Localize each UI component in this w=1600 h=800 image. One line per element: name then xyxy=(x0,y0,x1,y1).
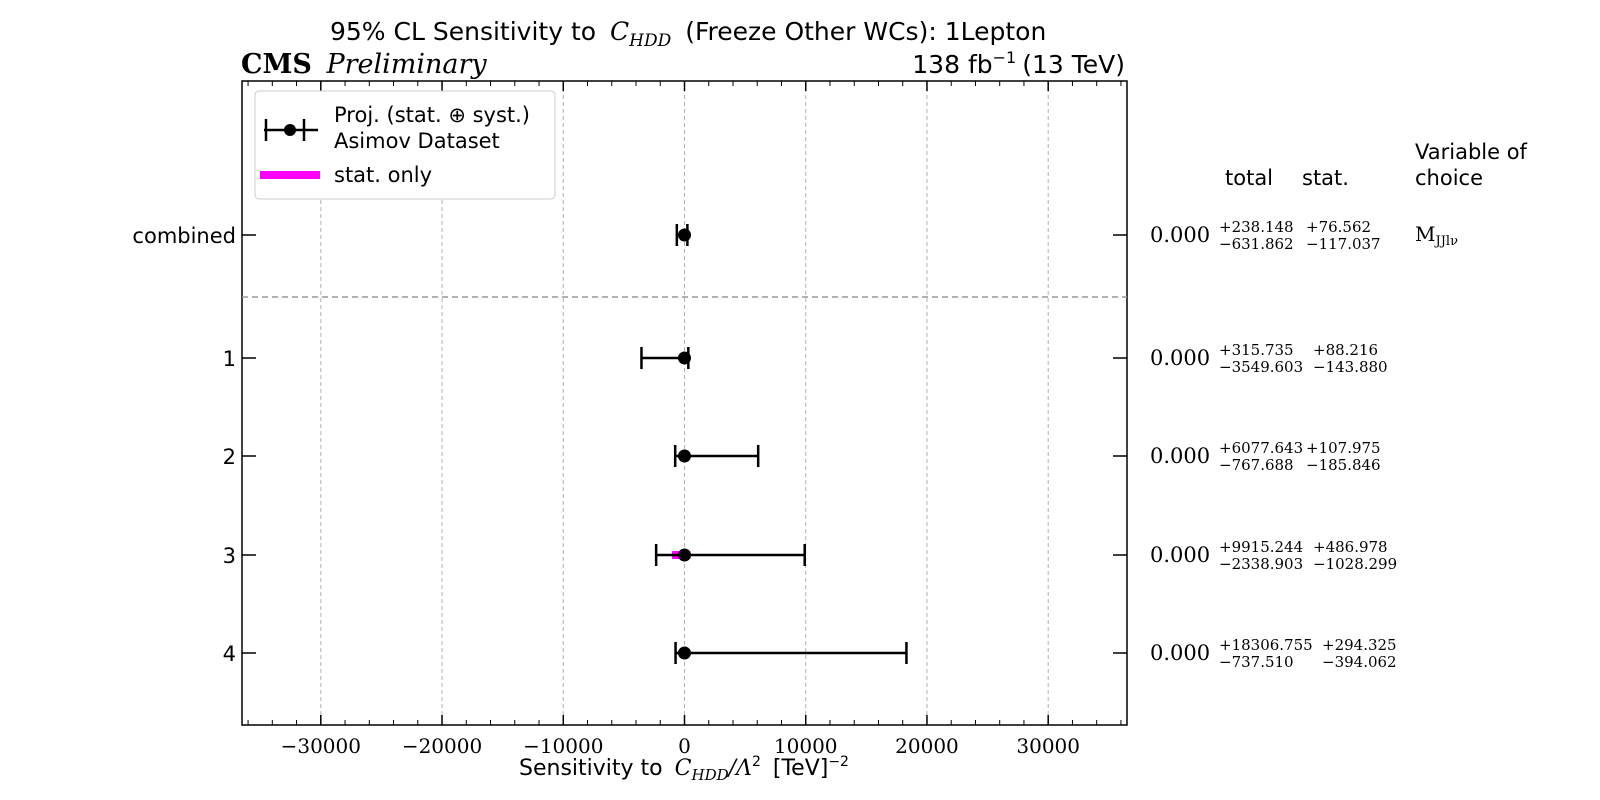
title-suffix: (Freeze Other WCs): 1Lepton xyxy=(685,17,1046,46)
total-down: −2338.903 xyxy=(1219,555,1303,573)
lumi-exponent: −1 xyxy=(993,48,1017,67)
stat-down: −394.062 xyxy=(1322,653,1397,671)
x-tick-label: −10000 xyxy=(523,734,603,758)
total-up: +315.735 xyxy=(1219,341,1294,359)
central-value: 0.000 xyxy=(1150,641,1210,665)
y-axis: combined 1 2 3 4 xyxy=(132,224,1127,666)
central-value: 0.000 xyxy=(1150,543,1210,567)
stat-up: +486.978 xyxy=(1313,538,1388,556)
x-tick-label: −20000 xyxy=(402,734,482,758)
y-tick-label: combined xyxy=(132,224,236,248)
stat-up: +88.216 xyxy=(1313,341,1378,359)
legend-entry-total: Proj. (stat. ⊕ syst.) xyxy=(334,103,530,127)
central-value: 0.000 xyxy=(1150,444,1210,468)
legend-total-marker xyxy=(284,124,296,136)
total-down: −767.688 xyxy=(1219,456,1294,474)
legend-entry-asimov: Asimov Dataset xyxy=(334,129,500,153)
table-header-total: total xyxy=(1225,166,1273,190)
stat-down: −1028.299 xyxy=(1313,555,1397,573)
central-value-marker xyxy=(678,351,691,365)
x-tick-label: 30000 xyxy=(1016,734,1080,758)
y-tick-label: 3 xyxy=(223,544,236,568)
experiment-name: CMS xyxy=(241,49,312,80)
x-tick-label: 10000 xyxy=(774,734,838,758)
stat-up: +107.975 xyxy=(1306,439,1381,457)
total-up: +6077.643 xyxy=(1219,439,1303,457)
x-tick-label: 20000 xyxy=(895,734,959,758)
stat-up: +76.562 xyxy=(1306,218,1371,236)
energy-label: (13 TeV) xyxy=(1022,50,1125,79)
y-tick-label: 4 xyxy=(223,642,236,666)
central-value-marker xyxy=(678,646,691,660)
results-table: 0.000 +238.148−631.862 +76.562−117.037 MJJl… xyxy=(1150,218,1458,671)
x-axis: −30000 −20000 −10000 0 10000 20000 30000 xyxy=(247,81,1122,758)
central-value-marker xyxy=(678,449,691,463)
y-tick-label: 1 xyxy=(223,347,236,371)
title-sub: HDD xyxy=(628,31,671,51)
title-prefix: 95% CL Sensitivity to xyxy=(330,17,596,46)
central-value-marker xyxy=(678,228,691,242)
stat-up: +294.325 xyxy=(1322,636,1397,654)
stat-down: −117.037 xyxy=(1306,235,1381,253)
total-down: −3549.603 xyxy=(1219,358,1303,376)
central-value: 0.000 xyxy=(1150,223,1210,247)
central-value: 0.000 xyxy=(1150,346,1210,370)
total-up: +238.148 xyxy=(1219,218,1294,236)
lumi-label: 138 fb−1 (13 TeV) xyxy=(912,48,1125,79)
status-label: Preliminary xyxy=(325,49,487,80)
lumi-value: 138 fb xyxy=(912,50,992,79)
legend-entry-stat: stat. only xyxy=(334,163,432,187)
table-header-stat: stat. xyxy=(1302,166,1349,190)
y-tick-label: 2 xyxy=(223,445,236,469)
legend: Proj. (stat. ⊕ syst.) Asimov Dataset sta… xyxy=(254,90,556,200)
total-down: −631.862 xyxy=(1219,235,1294,253)
error-bars xyxy=(640,224,908,664)
central-value-marker xyxy=(678,548,691,562)
cms-label: CMS Preliminary xyxy=(241,49,487,80)
total-up: +9915.244 xyxy=(1219,538,1303,556)
variable-of-choice: MJJlν xyxy=(1415,222,1458,249)
legend-box xyxy=(254,90,556,200)
stat-down: −185.846 xyxy=(1306,456,1381,474)
x-axis-label: Sensitivity to CHDD/Λ2 [TeV]−2 xyxy=(519,747,849,784)
chart-title: 95% CL Sensitivity to CHDD (Freeze Other… xyxy=(330,17,1046,52)
x-tick-label: −30000 xyxy=(281,734,361,758)
stat-down: −143.880 xyxy=(1313,358,1388,376)
table-header-variable-line1: Variable of xyxy=(1415,140,1528,164)
total-up: +18306.755 xyxy=(1219,636,1313,654)
title-coef: C xyxy=(610,17,629,46)
total-down: −737.510 xyxy=(1219,653,1294,671)
table-header-variable-line2: choice xyxy=(1415,166,1483,190)
x-tick-label: 0 xyxy=(678,734,691,758)
